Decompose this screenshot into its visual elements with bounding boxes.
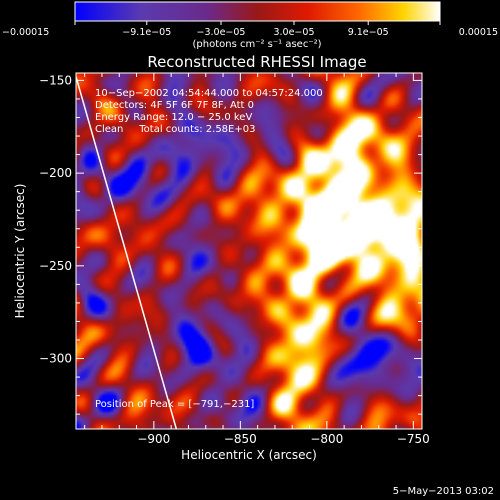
colorbar-tick-label: 3.0e−05	[273, 27, 314, 38]
x-tick-label: −800	[310, 432, 343, 446]
colorbar-tick-label: −0.00015	[2, 27, 49, 38]
annotation-clean-counts: Clean Total counts: 2.58E+03	[95, 124, 255, 135]
x-axis-ticks: −900 −850 −800 −750	[84, 73, 430, 446]
colorbar: −0.00015 −9.1e−05 −3.0e−05 3.0e−05 9.1e−05 0.…	[2, 1, 498, 50]
plot-area	[76, 73, 422, 429]
annotation-time-range: 10−Sep−2002 04:54:44.000 to 04:57:24.000	[95, 88, 323, 99]
colorbar-tick-label: 9.1e−05	[348, 27, 389, 38]
colorbar-tick-label: −3.0e−05	[197, 27, 246, 38]
plot-frame	[75, 72, 423, 430]
x-tick-label: −900	[137, 432, 170, 446]
y-axis-ticks: −150 −200 −250 −300	[39, 73, 422, 415]
colorbar-unit-label: (photons cm⁻² s⁻¹ asec⁻²)	[192, 39, 321, 50]
solar-limb-line	[76, 76, 178, 429]
y-axis-label: Heliocentric Y (arcsec)	[13, 184, 27, 319]
observation-info: 10−Sep−2002 04:54:44.000 to 04:57:24.000…	[95, 88, 323, 135]
heatmap-raster	[76, 73, 422, 429]
y-tick-label: −150	[39, 73, 72, 87]
y-tick-label: −200	[39, 166, 72, 180]
colorbar-ticks: −0.00015 −9.1e−05 −3.0e−05 3.0e−05 9.1e−05 0.…	[2, 21, 498, 38]
footer-timestamp: 5−May−2013 03:02	[393, 486, 494, 497]
colorbar-tick-label: 0.00015	[459, 27, 498, 38]
x-axis-label: Heliocentric X (arcsec)	[181, 448, 317, 462]
chart-title: Reconstructed RHESSI Image	[147, 53, 366, 71]
annotation-detectors: Detectors: 4F 5F 6F 7F 8F, Att 0	[95, 100, 254, 111]
x-tick-label: −750	[397, 432, 430, 446]
colorbar-tick-label: −9.1e−05	[122, 27, 171, 38]
y-tick-label: −300	[39, 352, 72, 366]
annotation-energy-range: Energy Range: 12.0 − 25.0 keV	[95, 112, 252, 123]
x-tick-label: −850	[224, 432, 257, 446]
y-tick-label: −250	[39, 259, 72, 273]
peak-position-label: Position of Peak = [−791,−231]	[95, 399, 254, 410]
colorbar-gradient	[74, 1, 441, 22]
